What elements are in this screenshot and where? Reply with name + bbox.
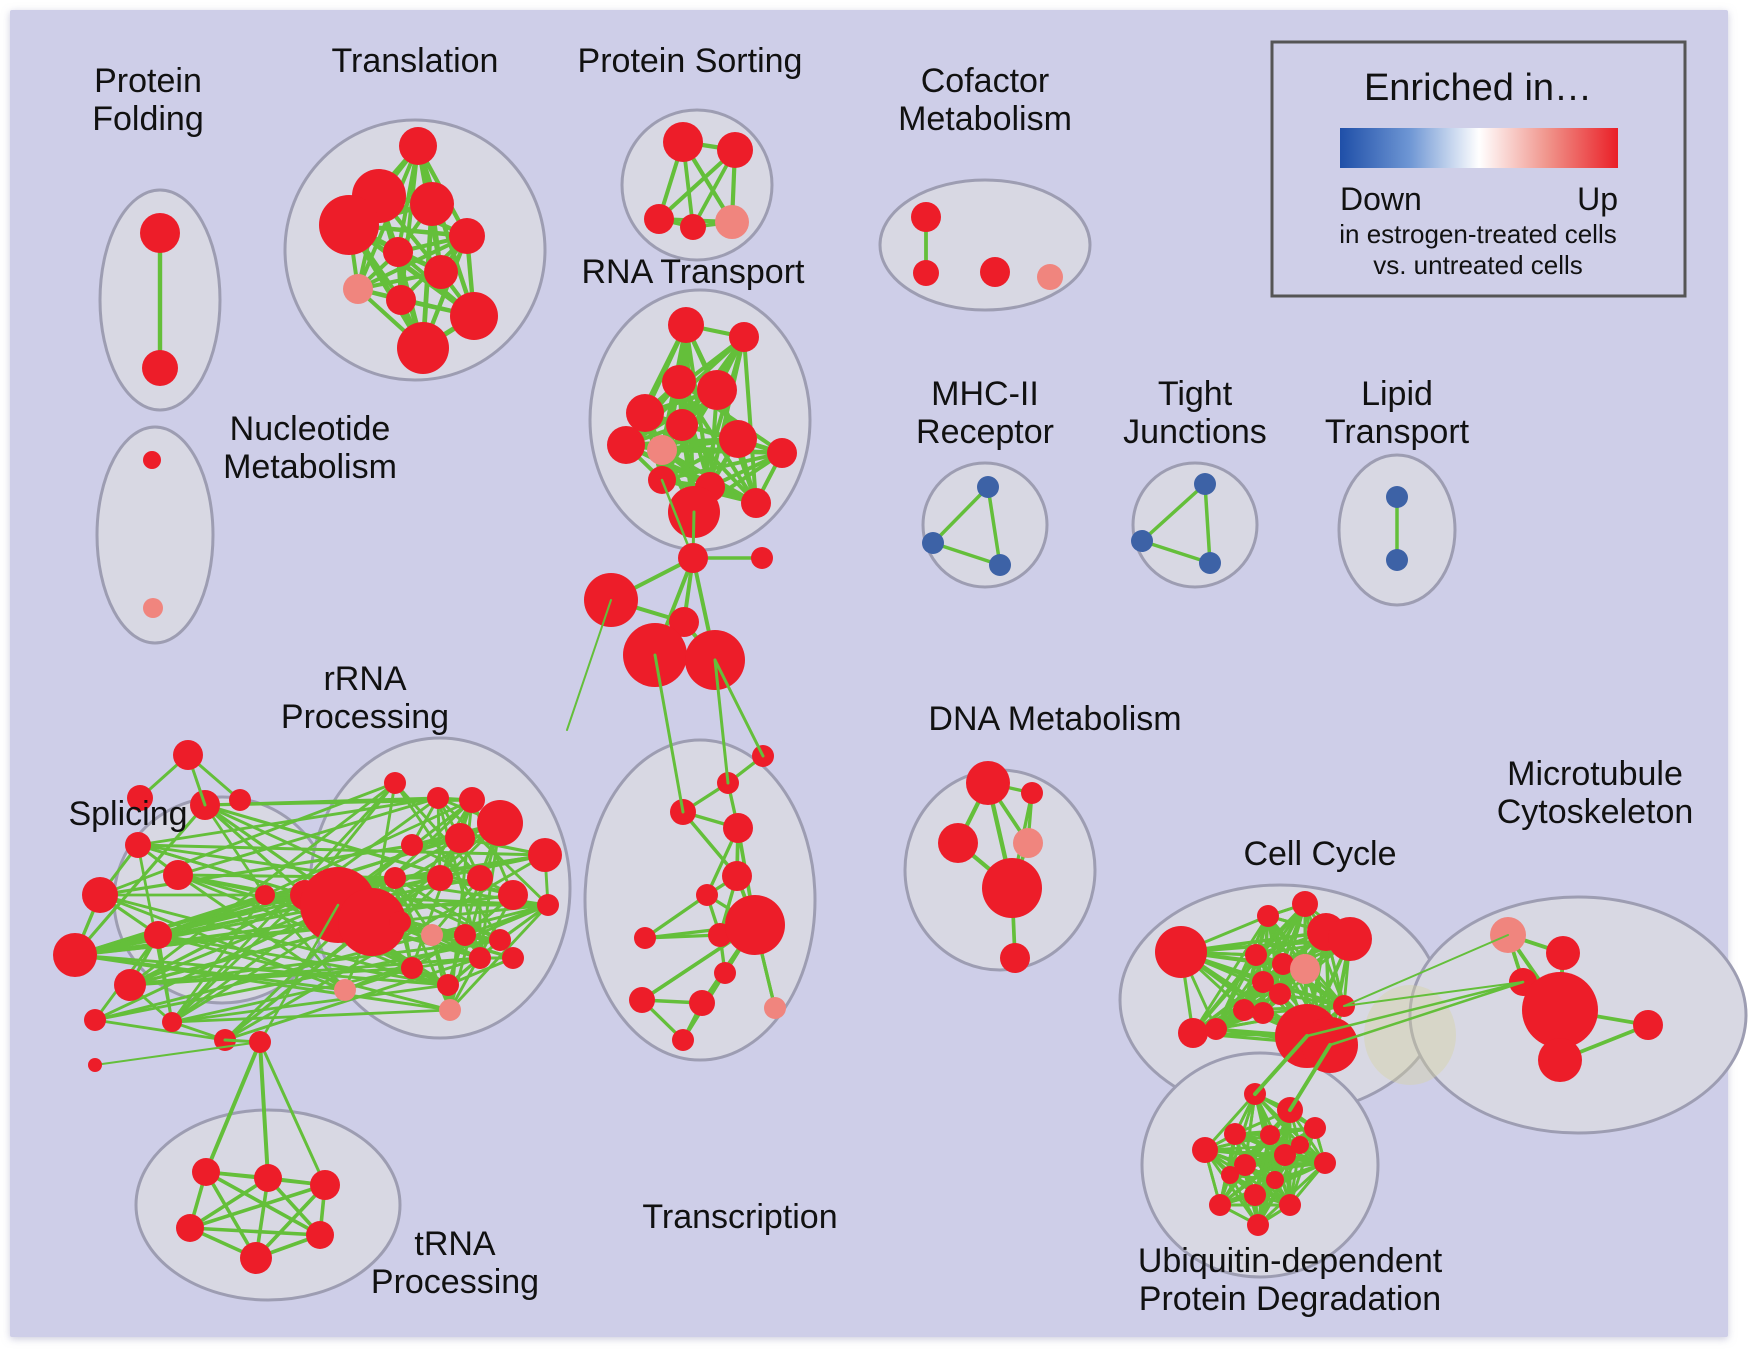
- svg-text:Nucleotide: Nucleotide: [230, 410, 391, 448]
- svg-text:Enriched in…: Enriched in…: [1364, 67, 1592, 109]
- svg-text:Metabolism: Metabolism: [898, 100, 1072, 138]
- svg-text:Folding: Folding: [92, 100, 204, 138]
- svg-text:Cofactor: Cofactor: [921, 62, 1050, 100]
- svg-text:Cell Cycle: Cell Cycle: [1243, 835, 1396, 873]
- svg-text:RNA Transport: RNA Transport: [582, 253, 806, 291]
- svg-text:Down: Down: [1340, 181, 1422, 217]
- svg-text:Splicing: Splicing: [68, 795, 187, 833]
- svg-text:Up: Up: [1577, 181, 1618, 217]
- svg-text:Transport: Transport: [1325, 413, 1470, 451]
- svg-text:Microtubule: Microtubule: [1507, 755, 1683, 793]
- svg-text:tRNA: tRNA: [414, 1225, 496, 1263]
- svg-text:Translation: Translation: [332, 42, 499, 80]
- svg-text:Processing: Processing: [371, 1263, 539, 1301]
- svg-text:Metabolism: Metabolism: [223, 448, 397, 486]
- svg-text:Protein Sorting: Protein Sorting: [578, 42, 803, 80]
- svg-text:Cytoskeleton: Cytoskeleton: [1497, 793, 1694, 831]
- svg-text:in estrogen-treated cells: in estrogen-treated cells: [1339, 219, 1616, 249]
- svg-text:Lipid: Lipid: [1361, 375, 1433, 413]
- svg-text:Ubiquitin-dependent: Ubiquitin-dependent: [1138, 1242, 1443, 1280]
- svg-text:Receptor: Receptor: [916, 413, 1054, 451]
- svg-text:Protein Degradation: Protein Degradation: [1139, 1280, 1441, 1318]
- svg-text:vs. untreated cells: vs. untreated cells: [1373, 250, 1583, 280]
- svg-text:rRNA: rRNA: [323, 660, 406, 698]
- svg-text:Junctions: Junctions: [1123, 413, 1267, 451]
- svg-text:MHC-II: MHC-II: [931, 375, 1039, 413]
- svg-text:DNA Metabolism: DNA Metabolism: [928, 700, 1181, 738]
- svg-text:Processing: Processing: [281, 698, 449, 736]
- svg-text:Transcription: Transcription: [642, 1198, 837, 1236]
- svg-text:Protein: Protein: [94, 62, 202, 100]
- svg-text:Tight: Tight: [1158, 375, 1233, 413]
